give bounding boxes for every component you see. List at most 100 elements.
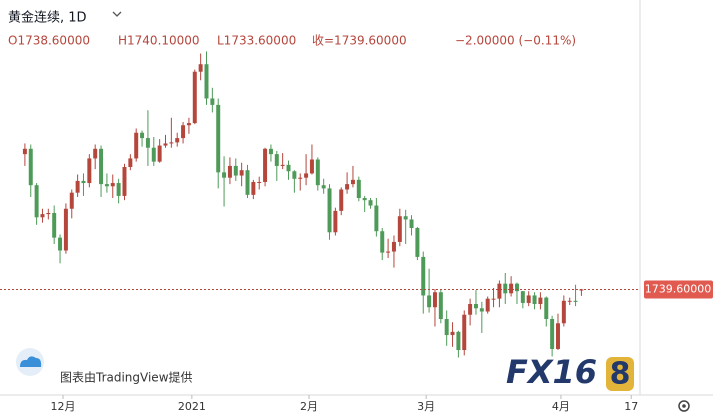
candle-body — [526, 295, 531, 303]
candle-body — [52, 213, 57, 238]
candle-body — [116, 183, 121, 196]
candle-body — [239, 170, 244, 176]
last-price-label: 1739.60000 — [645, 282, 711, 295]
candle-body — [444, 318, 449, 336]
candle-body — [579, 289, 584, 291]
candle-body — [216, 104, 221, 173]
candle-body — [485, 298, 490, 312]
candle-body — [356, 179, 361, 199]
candle-body — [175, 138, 180, 143]
candle-body — [286, 164, 291, 172]
candle-body — [555, 323, 560, 349]
candle-body — [567, 300, 572, 302]
candle-body — [122, 166, 127, 196]
candle-body — [386, 251, 391, 253]
candle-body — [327, 188, 332, 233]
last-price-box — [644, 280, 713, 299]
candle-body — [520, 291, 525, 303]
legend-item: L1733.60000 — [217, 34, 296, 48]
x-tick-label: 4月 — [552, 400, 570, 413]
candle-body — [321, 185, 326, 189]
candle-body — [544, 297, 549, 319]
candle-body — [233, 165, 238, 176]
credit: 图表由TradingView提供 — [60, 370, 193, 385]
candle-body — [380, 231, 385, 253]
candle-body — [280, 164, 285, 166]
candle-body — [257, 181, 262, 183]
candle-body — [309, 159, 314, 174]
candle-body — [362, 198, 367, 201]
candle-body — [268, 148, 273, 155]
candle-body — [75, 180, 80, 193]
candle-body — [462, 314, 467, 351]
candle-body — [368, 200, 373, 206]
ohlc-legend: O1738.60000 H1740.10000 L1733.60000 收=1739.… — [8, 34, 576, 48]
legend-item: H1740.10000 — [118, 34, 200, 48]
chart-title: 黄金连续, 1D — [8, 10, 87, 26]
candle-body — [350, 179, 355, 185]
candle-body — [163, 143, 168, 146]
candle-body — [198, 64, 203, 72]
candle-body — [468, 304, 473, 315]
candle-body — [34, 185, 39, 218]
candle-body — [333, 210, 338, 233]
candle-body — [227, 165, 232, 178]
candle-body — [128, 158, 133, 167]
candle-body — [491, 298, 496, 300]
candle-body — [391, 241, 396, 252]
candle-body — [415, 228, 420, 257]
legend-item: 收=1739.60000 — [312, 34, 407, 48]
x-tick-label: 2月 — [300, 400, 318, 413]
candle-body — [140, 132, 145, 139]
candle-body — [204, 64, 209, 99]
candle-body — [222, 172, 227, 178]
candle-body — [292, 171, 297, 179]
candle-body — [110, 183, 115, 187]
x-tick-label: 3月 — [417, 400, 435, 413]
candle-body — [69, 192, 74, 209]
settings-icon[interactable] — [678, 400, 690, 412]
x-tick-label: 2021 — [178, 400, 206, 413]
candle-body — [181, 125, 186, 139]
candle-body — [503, 283, 508, 294]
candle-body — [550, 318, 555, 349]
candle-body — [192, 71, 197, 124]
candle-body — [81, 180, 86, 184]
candle-body — [497, 283, 502, 299]
candle-body — [87, 158, 92, 184]
candle-body — [561, 300, 566, 324]
candle-body — [573, 300, 578, 302]
candle-body — [374, 205, 379, 232]
candle-body — [157, 145, 162, 162]
candle-body — [263, 148, 268, 182]
legend-item: −2.00000 (−0.11%) — [455, 34, 576, 48]
candle-body — [274, 154, 279, 166]
candle-body — [46, 213, 51, 215]
candle-body — [403, 216, 408, 220]
candle-body — [298, 177, 303, 179]
candle-body — [456, 331, 461, 351]
candle-body — [409, 219, 414, 229]
title-dropdown[interactable] — [112, 11, 122, 17]
candle-body — [514, 283, 519, 292]
candle-body — [450, 331, 455, 336]
candle-body — [432, 292, 437, 308]
candle-body — [315, 159, 320, 186]
candle-body — [169, 142, 174, 144]
candle-body — [538, 297, 543, 305]
plot-area — [22, 51, 584, 358]
candle-body — [151, 147, 156, 162]
candle-body — [63, 208, 68, 251]
candle-body — [40, 214, 45, 218]
candle-body — [245, 170, 250, 195]
candle-body — [421, 256, 426, 296]
candle-body — [28, 148, 33, 186]
candle-body — [509, 283, 514, 294]
watermark-badge — [606, 357, 634, 391]
candle-body — [427, 295, 432, 308]
candle-body — [479, 308, 484, 312]
candle-body — [104, 184, 109, 187]
candle-body — [339, 189, 344, 211]
x-tick-label: 12月 — [50, 400, 75, 413]
